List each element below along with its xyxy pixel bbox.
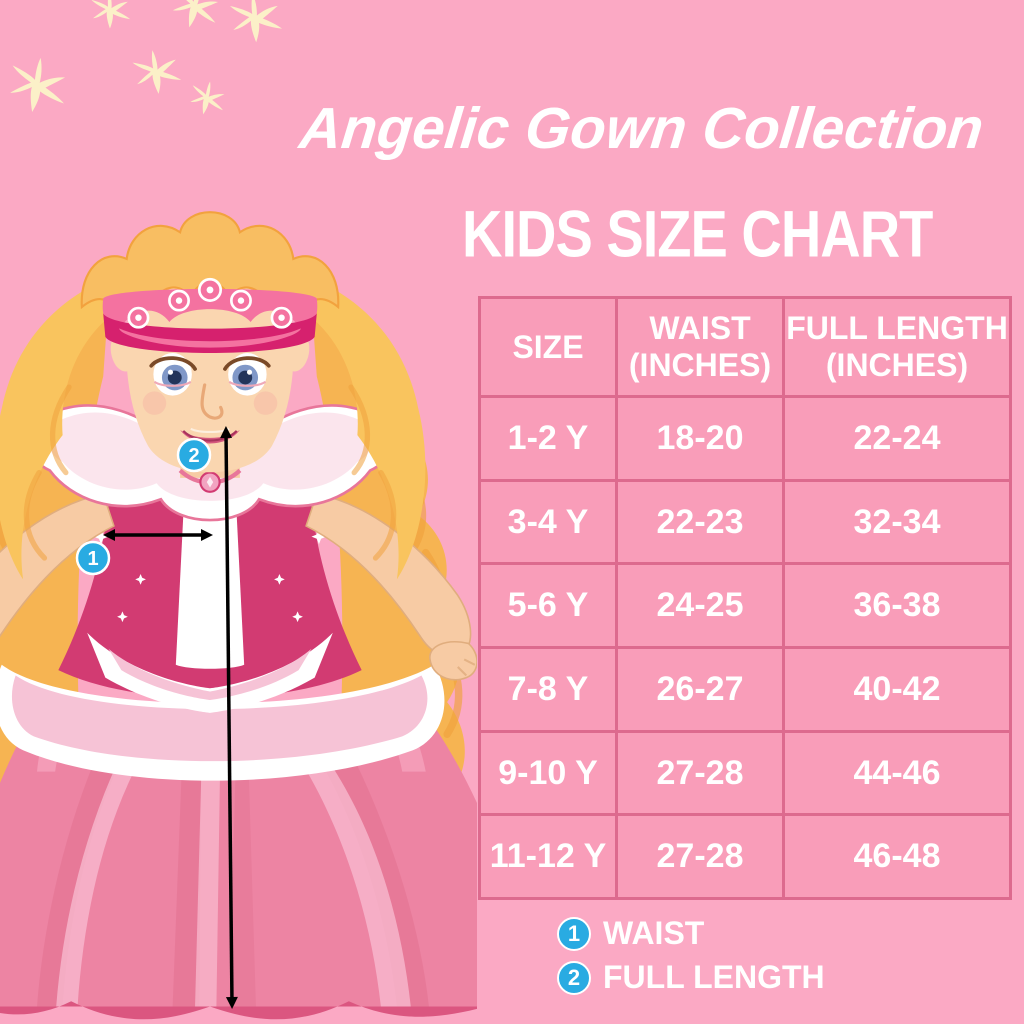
svg-text:1: 1: [87, 548, 98, 570]
svg-text:2: 2: [188, 445, 199, 467]
